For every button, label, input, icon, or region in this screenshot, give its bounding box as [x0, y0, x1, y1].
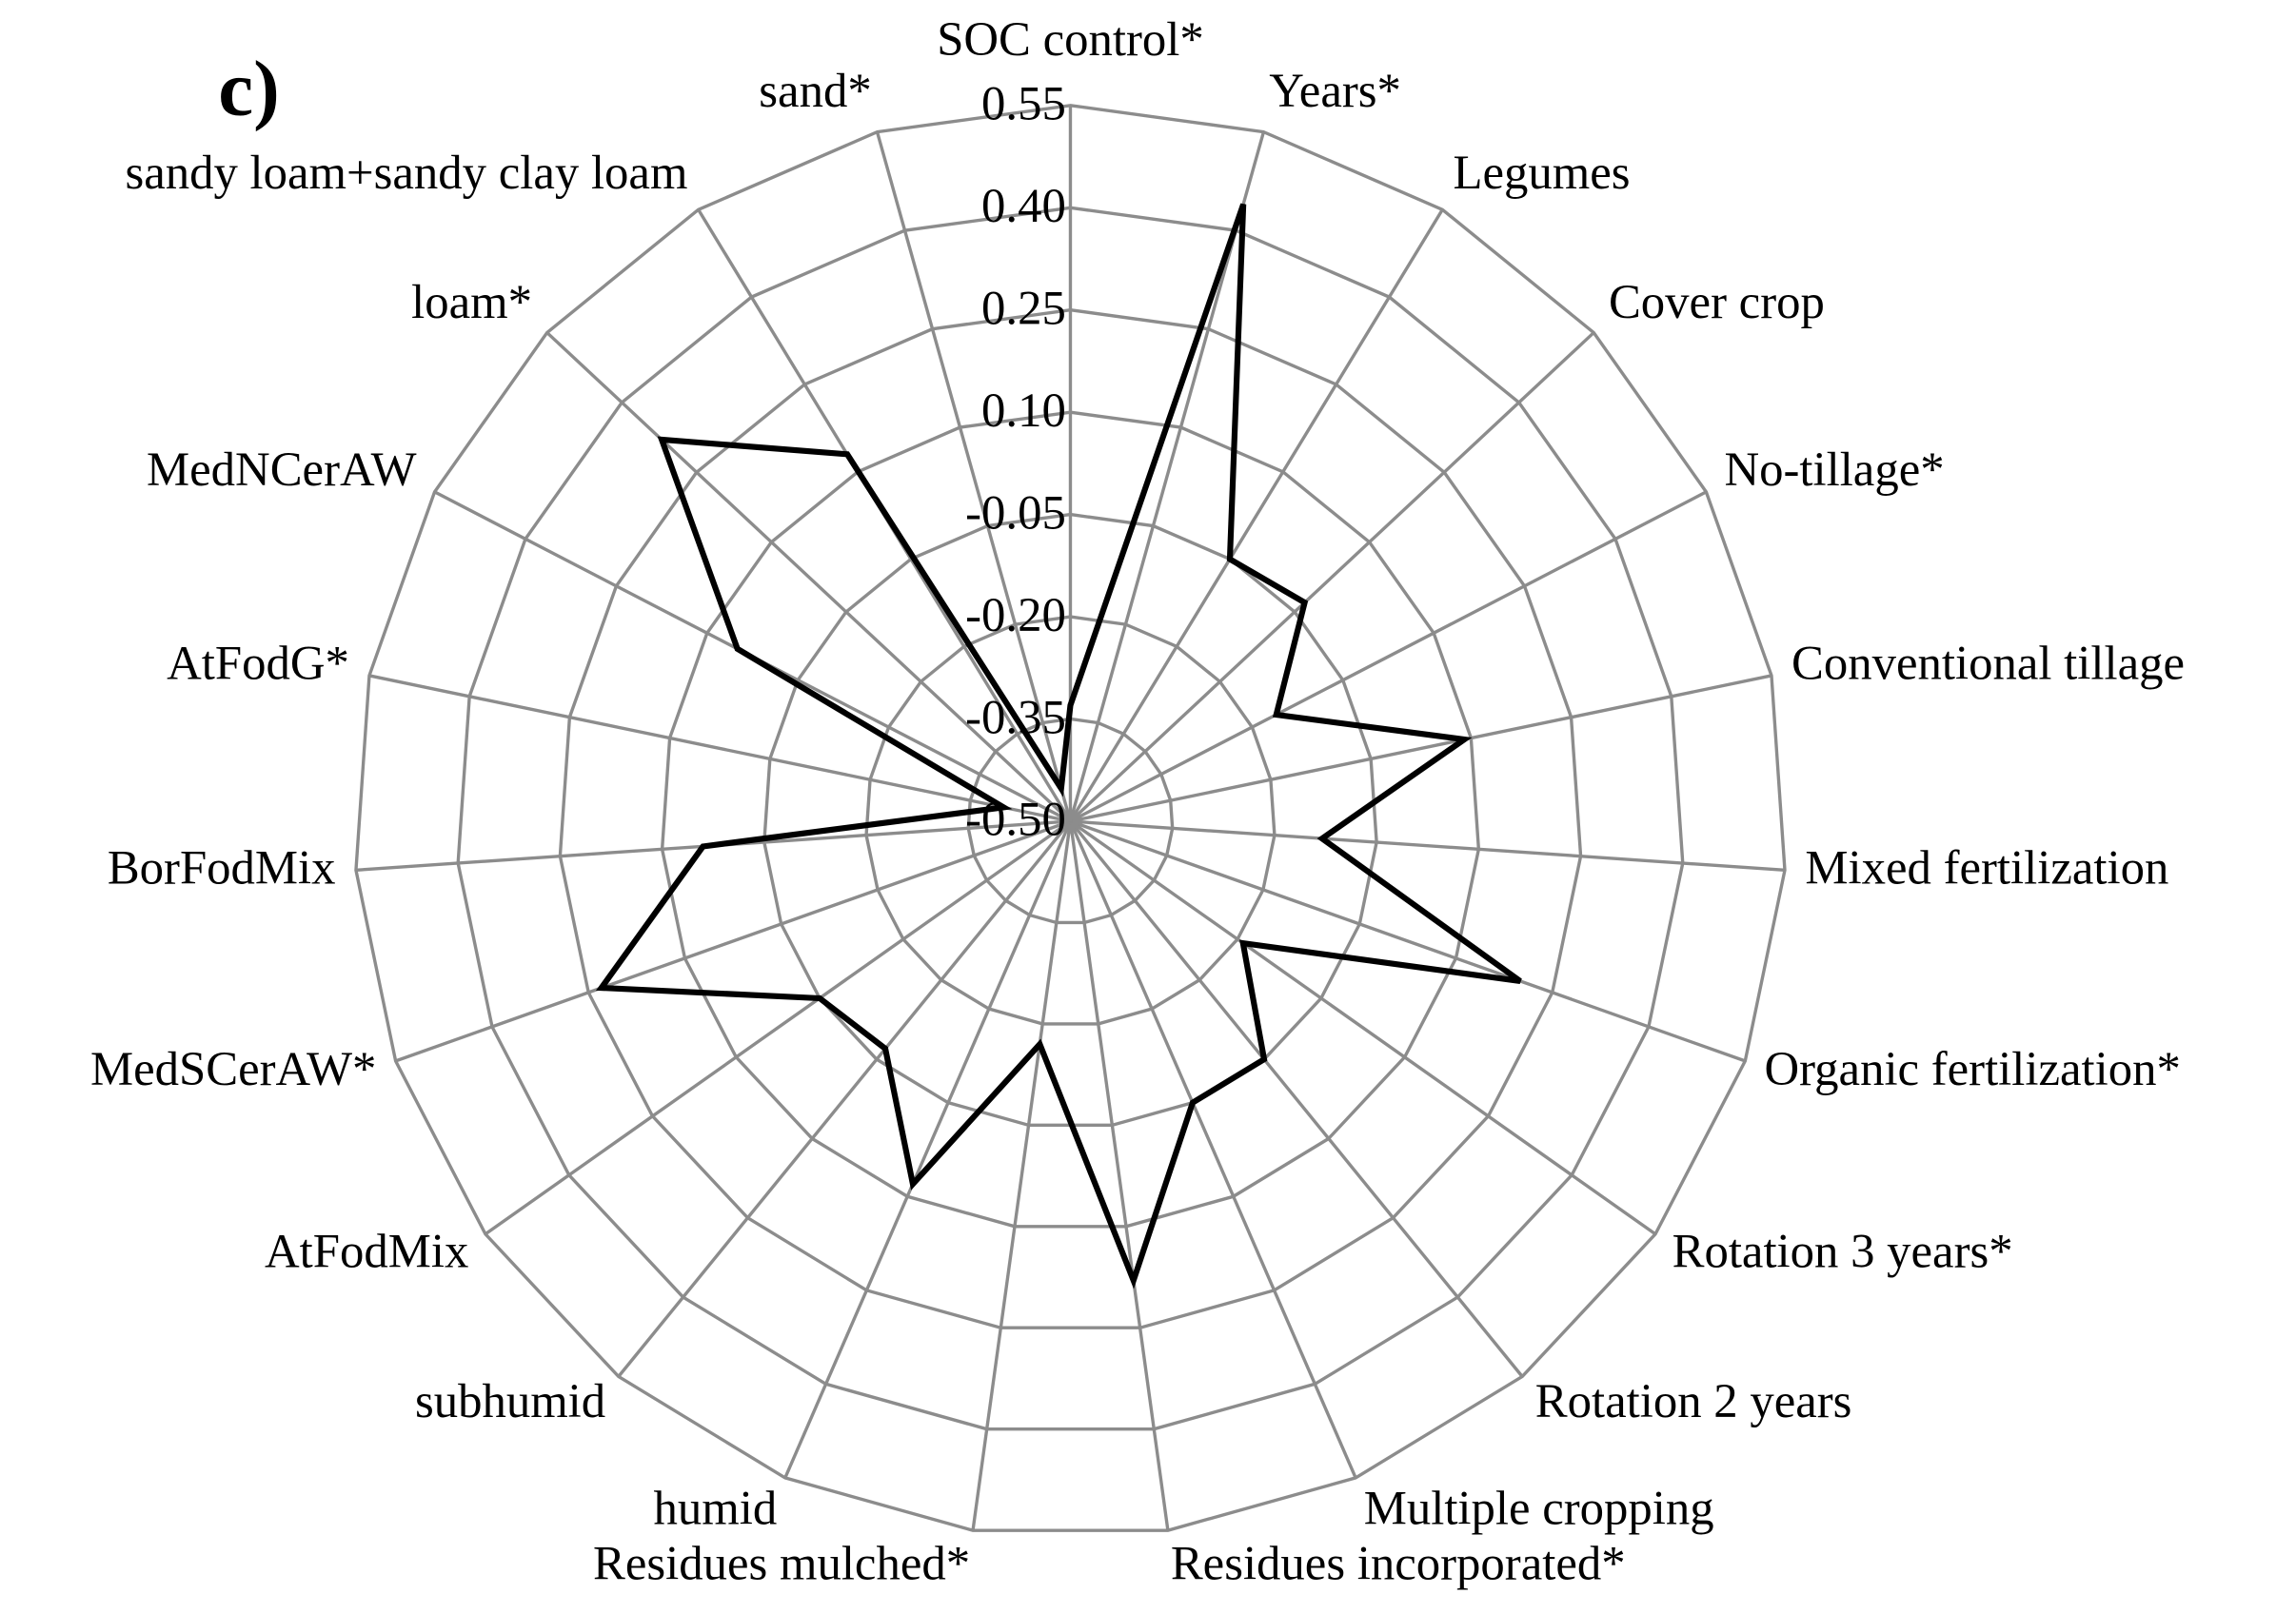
y-tick-label: 0.25	[981, 281, 1066, 334]
spoke	[971, 820, 1073, 1531]
category-label: humid	[654, 1481, 778, 1534]
category-label: loam*	[411, 275, 532, 328]
data-line	[595, 203, 1522, 1289]
y-tick-label: 0.55	[981, 77, 1066, 130]
category-label: Years*	[1269, 64, 1401, 117]
category-label: subhumid	[415, 1374, 605, 1427]
panel-label: c)	[218, 45, 280, 132]
category-label: MedNCerAW	[147, 443, 417, 496]
grid-ring	[558, 307, 1583, 1329]
category-label: BorFodMix	[108, 841, 336, 895]
category-label: AtFodG*	[167, 636, 349, 689]
category-label: Residues incorporated*	[1171, 1536, 1626, 1589]
spoke	[1068, 820, 1170, 1531]
category-label: Mixed fertilization	[1805, 841, 2168, 895]
category-label: sandy loam+sandy clay loam	[125, 146, 687, 199]
spoke	[1069, 819, 1746, 1063]
category-label: AtFodMix	[265, 1225, 468, 1278]
spoke	[368, 674, 1071, 823]
spoke	[545, 331, 1072, 823]
category-label: No-tillage*	[1724, 443, 1944, 496]
grid	[354, 104, 1787, 1532]
category-label: Organic fertilization*	[1765, 1042, 2181, 1095]
y-tick-label: 0.10	[981, 384, 1066, 437]
spoke	[484, 819, 1072, 1236]
category-label: Residues mulched*	[593, 1536, 970, 1589]
spoke	[1070, 674, 1772, 823]
category-label: SOC control*	[937, 12, 1204, 66]
spoke	[1069, 490, 1708, 823]
grid-ring	[864, 615, 1277, 1026]
spoke	[395, 819, 1072, 1063]
category-label: Cover crop	[1609, 275, 1825, 328]
grid-ring	[456, 206, 1685, 1431]
y-tick-label: -0.35	[965, 690, 1066, 743]
spoke	[1070, 819, 1786, 873]
category-label: sand*	[759, 64, 871, 117]
spoke	[1069, 819, 1656, 1236]
spoke	[617, 819, 1072, 1378]
category-label: Conventional tillage	[1791, 636, 2185, 689]
spoke	[1069, 331, 1595, 823]
y-tick-label: -0.50	[965, 793, 1066, 846]
y-tick-label: -0.05	[965, 485, 1066, 539]
spoke	[1068, 820, 1357, 1479]
category-label: Multiple cropping	[1364, 1481, 1714, 1534]
category-label: Legumes	[1453, 146, 1630, 199]
grid-ring	[354, 104, 1787, 1532]
grid-ring	[966, 717, 1175, 925]
grid-ring	[660, 410, 1481, 1229]
category-label: MedSCerAW*	[90, 1042, 376, 1095]
spoke	[1069, 819, 1524, 1378]
category-label: Rotation 2 years	[1535, 1374, 1852, 1427]
y-tick-label: 0.40	[981, 179, 1066, 232]
spoke	[875, 131, 1073, 822]
y-tick-label: -0.20	[965, 588, 1066, 641]
spoke	[1069, 208, 1444, 822]
spoke	[783, 820, 1073, 1479]
category-label: Rotation 3 years*	[1673, 1225, 2013, 1278]
